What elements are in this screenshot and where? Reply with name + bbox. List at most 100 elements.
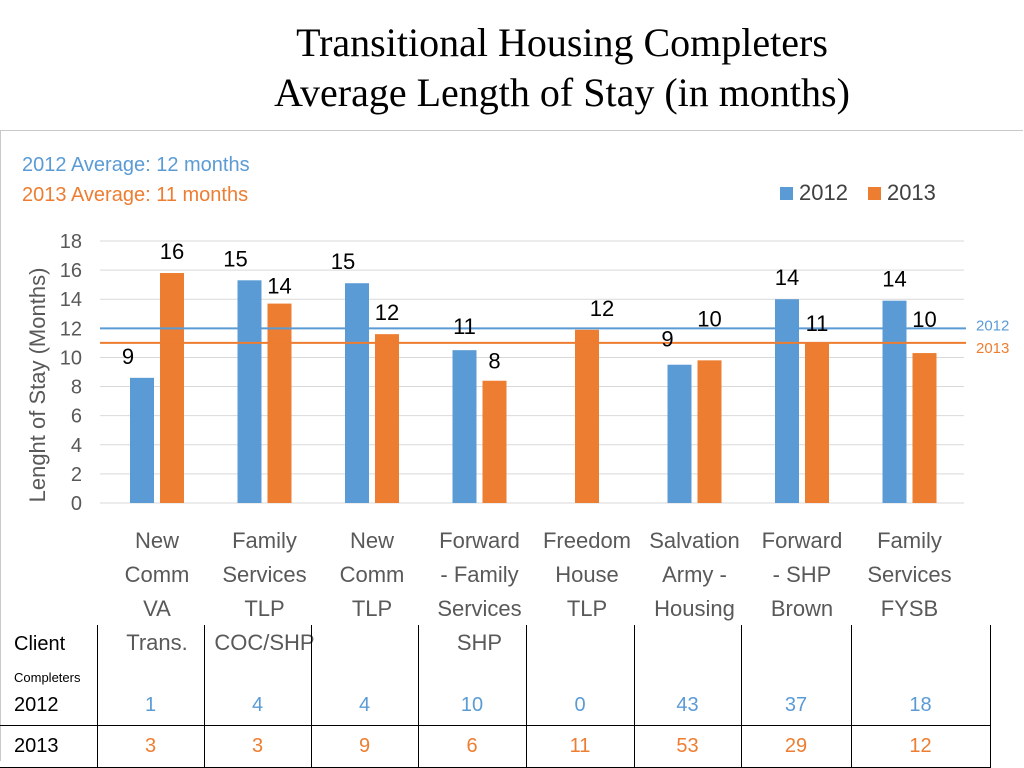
category-label-2: TLP: [352, 596, 392, 621]
category-label-3: Services: [437, 596, 521, 621]
bar-2012-3: [452, 350, 477, 503]
table-cell-2013-2: 9: [358, 735, 371, 757]
category-label-1: Family: [232, 528, 297, 553]
y-axis-label: Lenght of Stay (Months): [25, 268, 50, 503]
data-label-2012-0: 9: [122, 344, 134, 369]
table-column-divider: [204, 625, 205, 768]
data-label-2013-2: 12: [375, 300, 399, 325]
title-line-2: Average Length of Stay (in months): [274, 70, 850, 115]
data-label-2012-6: 14: [775, 265, 799, 290]
y-tick-label: 0: [71, 493, 82, 515]
bar-2012-0: [130, 377, 154, 503]
table-row-label-2013: 2013: [14, 735, 59, 757]
data-label-2013-6: 11: [806, 311, 829, 336]
y-tick-label: 10: [60, 347, 82, 369]
legend-item-2013: 2013: [867, 180, 936, 206]
category-label-5: Army -: [662, 562, 727, 587]
bar-2012-2: [345, 283, 369, 503]
bar-2013-3: [482, 380, 507, 503]
legend-label-2012: 2012: [799, 180, 848, 205]
data-label-2013-0: 16: [160, 239, 184, 264]
category-label-0: Comm: [125, 562, 190, 587]
category-label-5: Salvation: [649, 528, 740, 553]
y-tick-label: 8: [71, 377, 82, 399]
bar-2013-5: [697, 360, 722, 503]
bar-2013-0: [160, 273, 184, 503]
table-cell-2013-1: 3: [251, 735, 264, 757]
legend-swatch-2012: [780, 186, 793, 200]
table-cell-2012-7: 18: [909, 694, 932, 716]
category-label-6: Forward: [762, 528, 843, 553]
category-label-4: Freedom: [543, 528, 631, 553]
table-column-divider: [990, 625, 991, 768]
data-label-2013-5: 10: [697, 306, 721, 331]
data-label-2012-5: 9: [661, 327, 673, 352]
reference-label-2012: 2012: [976, 317, 1009, 334]
category-label-1: Services: [222, 562, 306, 587]
table-cell-2013-6: 29: [784, 735, 808, 757]
data-label-2013-3: 8: [488, 349, 500, 374]
data-label-2013-4: 12: [590, 296, 614, 321]
category-label-7: Family: [877, 528, 942, 553]
chart-title: Transitional Housing Completers Average …: [100, 18, 1024, 118]
bar-2013-4: [575, 329, 599, 503]
y-tick-label: 14: [60, 289, 82, 311]
y-tick-label: 18: [60, 231, 82, 253]
data-label-2012-1: 15: [223, 246, 247, 271]
legend-swatch-2013: [867, 186, 881, 200]
table-row-label-2012: 2012: [14, 694, 59, 716]
category-label-2: New: [350, 528, 394, 553]
data-label-2012-2: 15: [331, 249, 355, 274]
table-header-sublabel: Completers: [14, 670, 81, 685]
table-column-divider: [526, 625, 527, 768]
table-cell-2012-3: 10: [460, 694, 484, 716]
table-column-divider: [418, 625, 419, 768]
title-line-1: Transitional Housing Completers: [296, 20, 828, 65]
table-column-divider: [97, 625, 98, 768]
category-label-7: FYSB: [881, 596, 938, 621]
bar-2012-7: [882, 300, 907, 503]
bar-2013-1: [267, 303, 292, 503]
category-label-6: - SHP: [773, 562, 832, 587]
table-cell-2013-3: 6: [466, 735, 478, 757]
category-label-0: VA: [143, 596, 171, 621]
table-column-divider: [851, 625, 852, 768]
bar-2013-2: [375, 334, 399, 503]
category-label-7: Services: [867, 562, 951, 587]
category-label-6: Brown: [771, 596, 833, 621]
category-label-2: Comm: [340, 562, 405, 587]
table-cell-2013-0: 3: [144, 735, 157, 757]
table-cell-2012-0: 1: [144, 694, 157, 716]
category-label-5: Housing: [654, 596, 735, 621]
bar-2013-7: [912, 353, 937, 503]
bar-2012-1: [237, 280, 262, 503]
chart-panel-border: [0, 130, 1023, 761]
legend-label-2013: 2013: [886, 180, 936, 205]
reference-label-2013: 2013: [976, 340, 1009, 357]
bar-2012-6: [775, 299, 799, 503]
table-column-divider: [311, 625, 312, 768]
data-label-2013-1: 14: [267, 274, 291, 299]
data-label-2012-3: 11: [453, 314, 476, 339]
bar-2012-5: [667, 364, 692, 503]
data-label-2012-7: 14: [882, 267, 906, 292]
table-row-divider: [0, 725, 991, 726]
y-tick-label: 4: [71, 435, 82, 457]
category-label-1: COC/SHP: [214, 630, 314, 655]
table-column-divider: [634, 625, 635, 768]
table-cell-2012-4: 0: [574, 694, 586, 716]
category-label-4: House: [555, 562, 619, 587]
data-label-2013-7: 10: [912, 307, 936, 332]
y-tick-label: 12: [60, 318, 82, 340]
category-label-0: Trans.: [126, 630, 188, 655]
table-cell-2013-5: 53: [676, 735, 699, 757]
category-label-4: TLP: [567, 596, 607, 621]
table-cell-2013-7: 12: [909, 735, 932, 757]
table-cell-2012-2: 4: [358, 694, 371, 716]
y-tick-label: 2: [71, 464, 82, 486]
average-2012-note: 2012 Average: 12 months: [22, 154, 250, 176]
category-label-3: Forward: [439, 528, 520, 553]
y-tick-label: 6: [71, 406, 82, 428]
table-cell-2012-1: 4: [251, 694, 264, 716]
